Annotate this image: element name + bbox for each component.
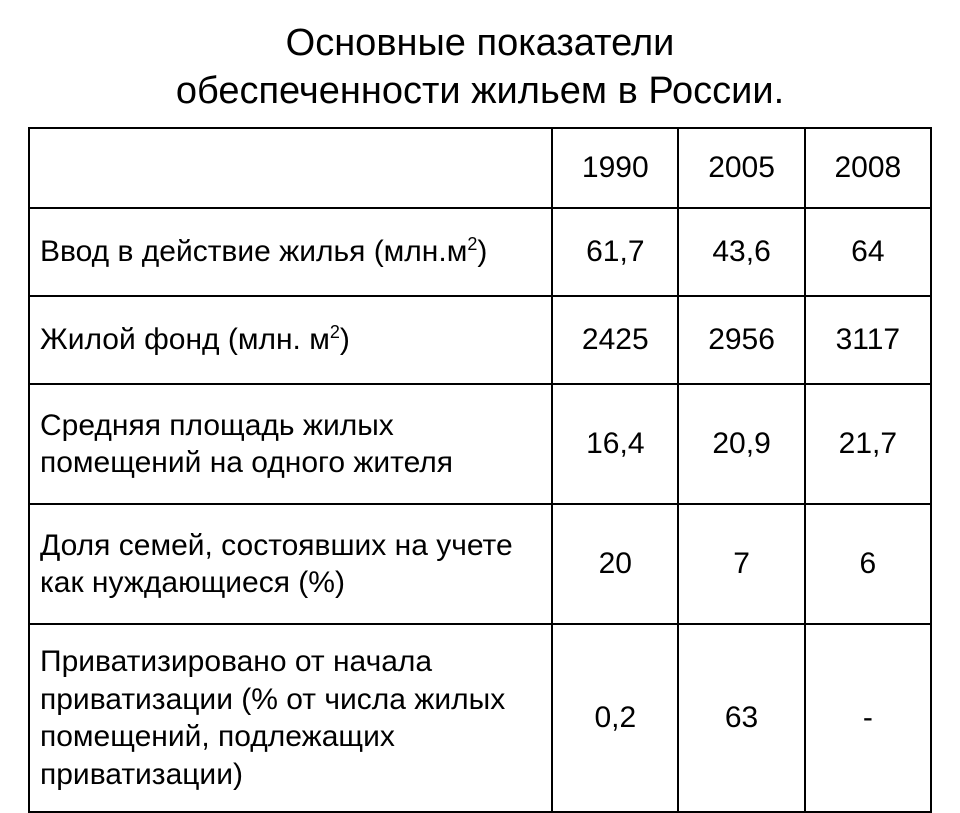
header-year-1990: 1990 (552, 128, 678, 208)
table-row: Ввод в действие жилья (млн.м2) 61,7 43,6… (29, 208, 931, 296)
data-table: 1990 2005 2008 Ввод в действие жилья (мл… (28, 127, 932, 813)
cell-value: 2956 (678, 296, 804, 384)
cell-value: 43,6 (678, 208, 804, 296)
row-label: Приватизировано от начала приватизации (… (29, 624, 552, 812)
cell-value: 7 (678, 504, 804, 624)
title-line-2: обеспеченности жильем в России. (176, 70, 784, 112)
table-row: Доля семей, состоявших на учете как нужд… (29, 504, 931, 624)
title-line-1: Основные показатели (286, 22, 675, 64)
cell-value: 3117 (805, 296, 931, 384)
slide: Основные показатели обеспеченности жилье… (0, 0, 960, 720)
row-label: Жилой фонд (млн. м2) (29, 296, 552, 384)
cell-value: 21,7 (805, 384, 931, 504)
cell-value: 63 (678, 624, 804, 812)
cell-value: 2425 (552, 296, 678, 384)
cell-value: 64 (805, 208, 931, 296)
header-year-2008: 2008 (805, 128, 931, 208)
table-header-row: 1990 2005 2008 (29, 128, 931, 208)
table-row: Жилой фонд (млн. м2) 2425 2956 3117 (29, 296, 931, 384)
cell-value: 20,9 (678, 384, 804, 504)
cell-value: 6 (805, 504, 931, 624)
cell-value: 16,4 (552, 384, 678, 504)
row-label: Средняя площадь жилых помещений на одног… (29, 384, 552, 504)
cell-value: - (805, 624, 931, 812)
row-label: Ввод в действие жилья (млн.м2) (29, 208, 552, 296)
cell-value: 61,7 (552, 208, 678, 296)
table-row: Приватизировано от начала приватизации (… (29, 624, 931, 812)
slide-title: Основные показатели обеспеченности жилье… (28, 20, 932, 115)
cell-value: 20 (552, 504, 678, 624)
cell-value: 0,2 (552, 624, 678, 812)
header-year-2005: 2005 (678, 128, 804, 208)
table-row: Средняя площадь жилых помещений на одног… (29, 384, 931, 504)
row-label: Доля семей, состоявших на учете как нужд… (29, 504, 552, 624)
header-blank (29, 128, 552, 208)
